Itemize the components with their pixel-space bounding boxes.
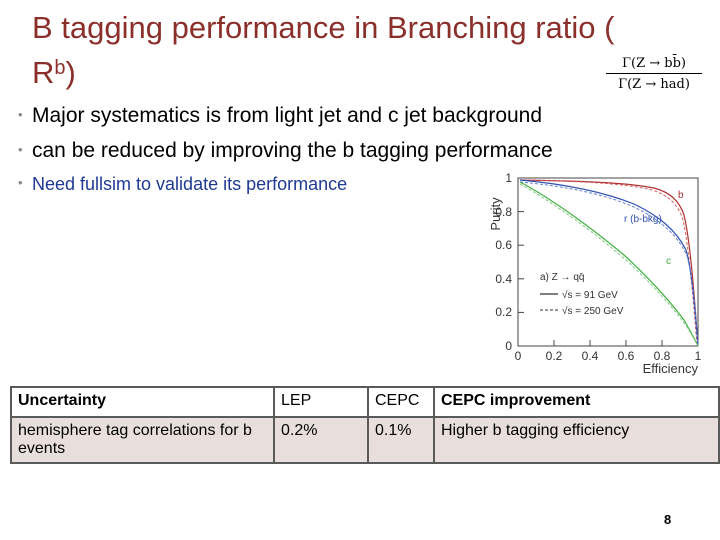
curve-rb-250 xyxy=(519,181,699,347)
slide-title: B tagging performance in Branching ratio… xyxy=(32,10,615,90)
cell-lep: 0.2% xyxy=(273,416,369,464)
header-uncertainty: Uncertainty xyxy=(10,386,275,418)
table-header-row: Uncertainty LEP CEPC CEPC improvement xyxy=(10,386,720,418)
x-axis-label: Efficiency xyxy=(643,361,699,376)
curve-c xyxy=(519,181,699,347)
xtick-5: 1 xyxy=(695,349,702,363)
formula-numerator: Γ(Z → bb̄) xyxy=(606,56,702,74)
cell-cepc-improvement: Higher b tagging efficiency xyxy=(433,416,720,464)
rb-formula: Γ(Z → bb̄) Γ(Z → had) xyxy=(606,56,702,102)
page-number: 8 xyxy=(664,512,672,527)
xtick-3: 0.6 xyxy=(618,349,635,363)
xtick-0: 0 xyxy=(515,349,522,363)
label-c: c xyxy=(666,256,671,267)
table-row: hemisphere tag correlations for b events… xyxy=(10,416,720,464)
legend-250: √s = 250 GeV xyxy=(562,305,624,317)
xtick-4: 0.8 xyxy=(654,349,671,363)
uncertainty-table: Uncertainty LEP CEPC CEPC improvement he… xyxy=(10,386,720,464)
plot-frame xyxy=(517,177,699,347)
label-rb: r (b-bkg) xyxy=(624,214,662,225)
legend-process: a) Z → qq̄ xyxy=(540,272,584,283)
header-cepc-improvement: CEPC improvement xyxy=(433,386,720,418)
header-lep: LEP xyxy=(273,386,369,418)
ytick-2: 0.4 xyxy=(495,272,512,286)
ytick-5: 1 xyxy=(505,171,512,185)
legend-91: √s = 91 GeV xyxy=(562,289,618,301)
curve-rb xyxy=(519,179,699,347)
header-cepc: CEPC xyxy=(367,386,435,418)
ytick-0: 0 xyxy=(505,339,512,353)
cell-uncertainty: hemisphere tag correlations for b events xyxy=(10,416,275,464)
curve-b xyxy=(519,179,699,347)
xtick-2: 0.4 xyxy=(582,349,599,363)
xtick-1: 0.2 xyxy=(546,349,563,363)
ytick-3: 0.6 xyxy=(495,238,512,252)
label-b: b xyxy=(678,190,684,201)
curve-c-250 xyxy=(519,183,699,347)
cell-cepc: 0.1% xyxy=(367,416,435,464)
bullet-1: • Major systematics is from light jet and… xyxy=(18,104,543,127)
ytick-4: 0.8 xyxy=(495,205,512,219)
formula-denominator: Γ(Z → had) xyxy=(618,77,690,92)
bullet-2: • can be reduced by improving the b taggi… xyxy=(18,139,553,162)
y-axis-label: Purity xyxy=(488,197,503,231)
purity-efficiency-plot: 0 0.2 0.4 0.6 0.8 1 0 0.2 0.4 0.6 0.8 1 … xyxy=(488,171,702,376)
ytick-1: 0.2 xyxy=(495,305,512,319)
bullet-3: • Need fullsim to validate its performanc… xyxy=(18,174,348,194)
